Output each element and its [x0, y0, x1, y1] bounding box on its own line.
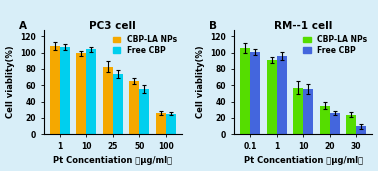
Bar — [50, 46, 60, 134]
Bar — [266, 60, 277, 134]
Bar — [76, 54, 86, 134]
Bar — [346, 115, 356, 134]
Bar — [103, 67, 113, 134]
Y-axis label: Cell viablity(%): Cell viablity(%) — [196, 46, 205, 118]
Bar — [139, 89, 149, 134]
Bar — [356, 126, 366, 134]
Legend: CBP-LA NPs, Free CBP: CBP-LA NPs, Free CBP — [111, 34, 178, 57]
Bar — [303, 89, 313, 134]
Bar — [156, 113, 166, 134]
Bar — [277, 56, 287, 134]
Text: A: A — [19, 21, 26, 31]
Bar — [293, 88, 303, 134]
Text: B: B — [209, 21, 217, 31]
Text: PC3 cell: PC3 cell — [90, 21, 136, 31]
Bar — [60, 47, 70, 134]
Bar — [319, 106, 330, 134]
Bar — [113, 74, 123, 134]
Text: RM--1 cell: RM--1 cell — [274, 21, 332, 31]
Bar — [250, 52, 260, 134]
Bar — [240, 48, 250, 134]
Bar — [129, 81, 139, 134]
Bar — [166, 114, 176, 134]
X-axis label: Pt Concentiation （μg/ml）: Pt Concentiation （μg/ml） — [243, 156, 363, 166]
X-axis label: Pt Concentiation （μg/ml）: Pt Concentiation （μg/ml） — [53, 156, 172, 166]
Bar — [86, 49, 96, 134]
Y-axis label: Cell viablity(%): Cell viablity(%) — [6, 46, 15, 118]
Legend: CBP-LA NPs, Free CBP: CBP-LA NPs, Free CBP — [302, 34, 369, 57]
Bar — [330, 113, 340, 134]
